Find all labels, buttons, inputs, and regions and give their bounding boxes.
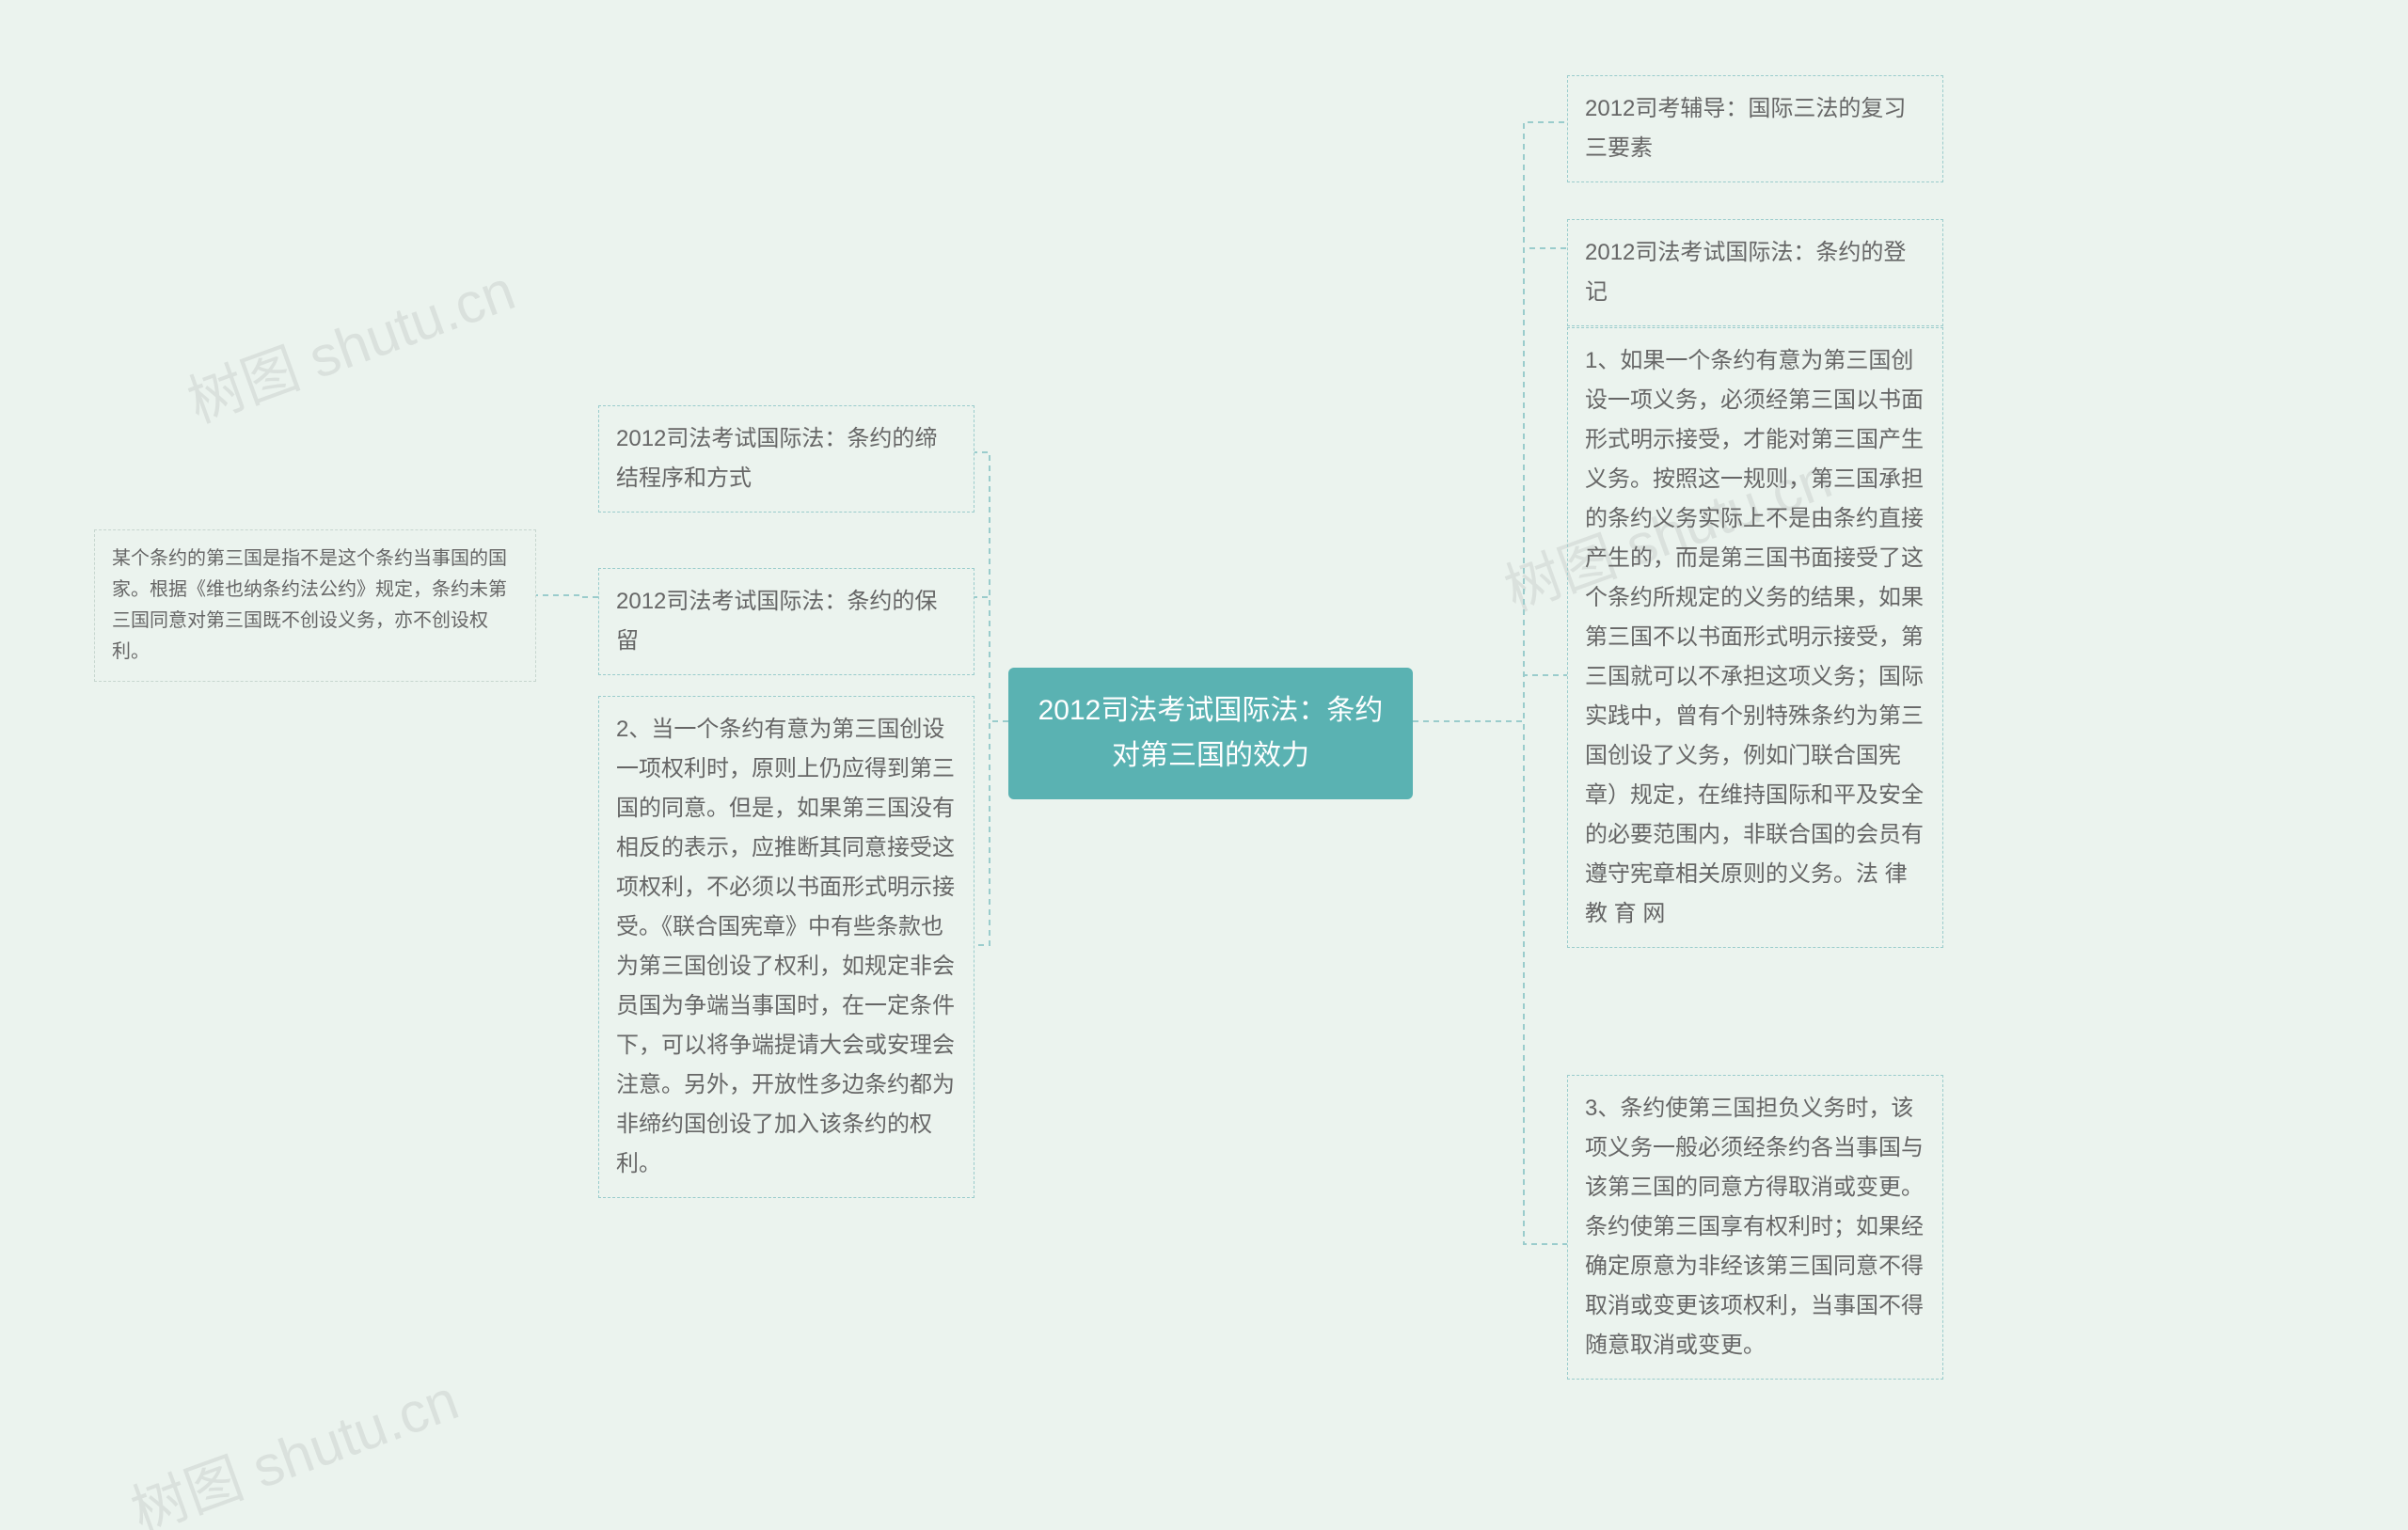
watermark: 树图 shutu.cn — [175, 244, 524, 438]
right-node-2: 2012司法考试国际法：条约的登记 — [1567, 219, 1943, 326]
left-node-3: 2、当一个条约有意为第三国创设一项权利时，原则上仍应得到第三国的同意。但是，如果… — [598, 696, 974, 1198]
right-node-1: 2012司考辅导：国际三法的复习三要素 — [1567, 75, 1943, 182]
center-node: 2012司法考试国际法：条约对第三国的效力 — [1008, 668, 1413, 799]
left-node-1: 2012司法考试国际法：条约的缔结程序和方式 — [598, 405, 974, 513]
watermark: 树图 shutu.cn — [119, 1354, 467, 1530]
left-node-2: 2012司法考试国际法：条约的保留 — [598, 568, 974, 675]
far-left-node: 某个条约的第三国是指不是这个条约当事国的国家。根据《维也纳条约法公约》规定，条约… — [94, 529, 536, 682]
right-node-3: 1、如果一个条约有意为第三国创设一项义务，必须经第三国以书面形式明示接受，才能对… — [1567, 327, 1943, 948]
right-node-4: 3、条约使第三国担负义务时，该项义务一般必须经条约各当事国与该第三国的同意方得取… — [1567, 1075, 1943, 1380]
